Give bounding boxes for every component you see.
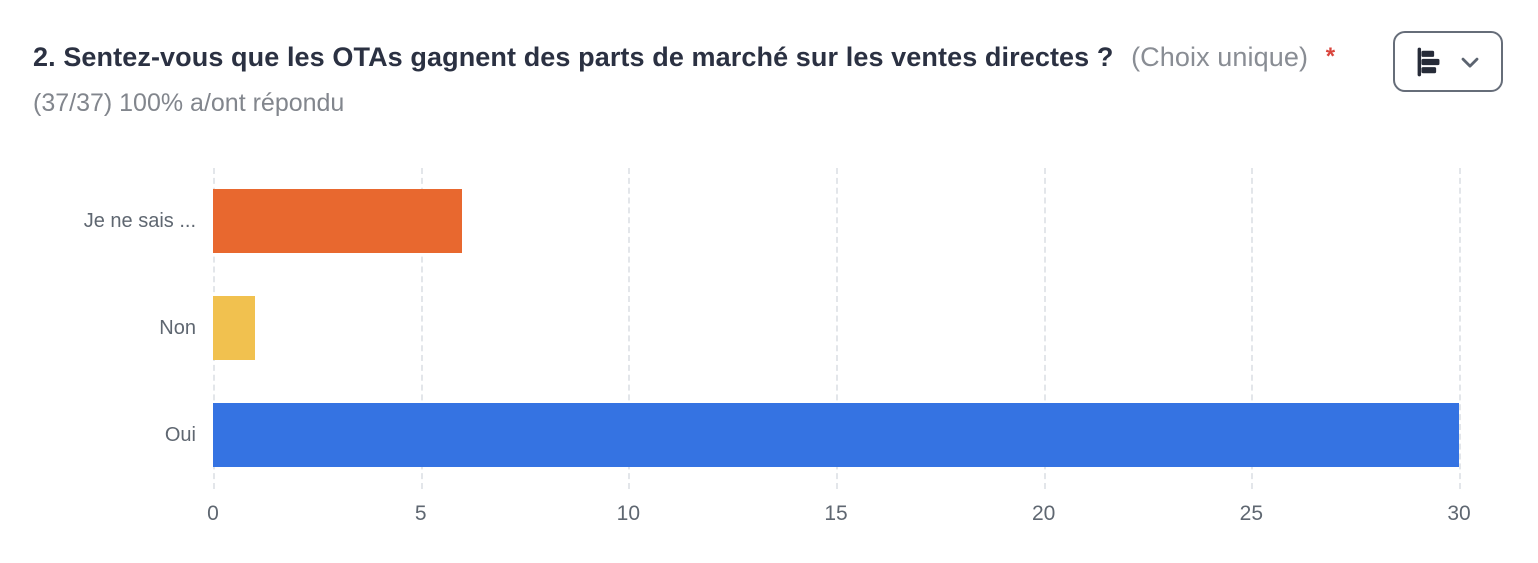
category-label: Je ne sais ... [83,210,196,232]
gridline-x-30 [1459,168,1461,489]
bar-row [213,168,1459,275]
response-stats: (37/37) 100% a/ont répondu [33,89,345,117]
bar-je-ne-sais[interactable] [213,189,463,253]
x-tick-label-0: 0 [207,502,219,525]
chevron-down-icon [1456,48,1484,76]
horizontal-bar-chart-icon [1413,46,1447,78]
chart-type-selector-button[interactable] [1393,31,1503,92]
bars-layer [213,168,1459,489]
x-tick-label-10: 10 [616,502,641,525]
question-header: 2. Sentez-vous que les OTAs gagnent des … [33,31,1503,118]
plot-wrap: Je ne sais ... Non Oui [33,168,1503,489]
x-tick-label-15: 15 [824,502,848,525]
bar-oui[interactable] [213,403,1459,467]
bar-row [213,382,1459,489]
category-label: Oui [164,424,196,446]
question-title: 2. Sentez-vous que les OTAs gagnent des … [33,42,1114,72]
gridline-x-25 [1251,168,1254,489]
x-tick-label-20: 20 [1031,502,1056,525]
gridline-x-20 [1043,168,1046,489]
question-title-block: 2. Sentez-vous que les OTAs gagnent des … [33,40,1335,118]
question-title-line: 2. Sentez-vous que les OTAs gagnent des … [33,40,1335,74]
category-label: Non [159,317,196,339]
gridline-x-5 [420,168,423,489]
x-tick-label-30: 30 [1447,502,1471,525]
x-axis: 0 5 10 15 20 25 30 [207,489,1471,535]
bar-chart: Je ne sais ... Non Oui 0 5 10 15 20 25 30 [33,168,1503,535]
plot-area [213,168,1461,489]
category-labels-column: Je ne sais ... Non Oui [33,168,213,489]
required-asterisk: * [1325,43,1336,70]
bar-row [213,275,1459,382]
gridline-x-10 [628,168,631,489]
gridline-x-15 [836,168,838,489]
bar-non[interactable] [213,296,255,360]
x-tick-label-25: 25 [1239,502,1264,525]
question-choice-type: (Choix unique) [1131,42,1309,72]
x-tick-label-5: 5 [414,502,427,525]
